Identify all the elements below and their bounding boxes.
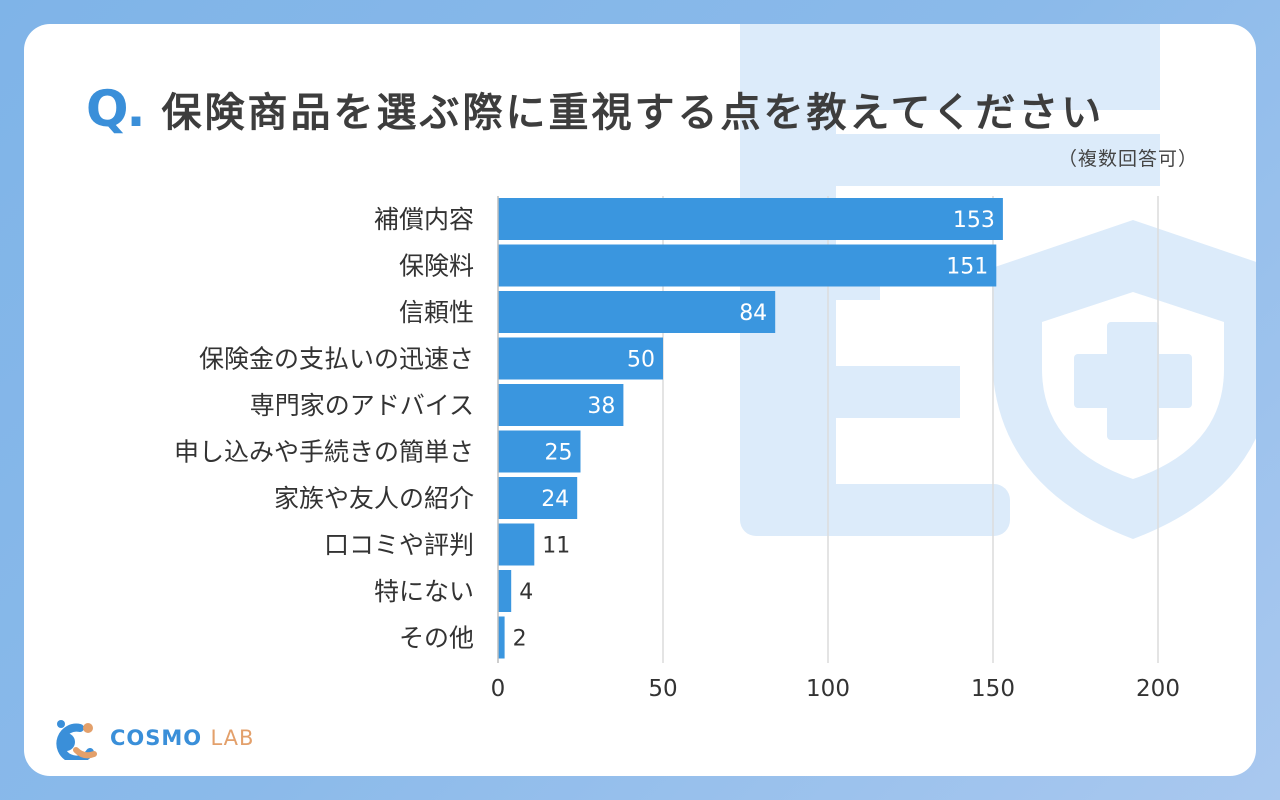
category-label: 申し込みや手続きの簡単さ	[174, 438, 474, 467]
data-label: 84	[739, 301, 767, 326]
data-label: 4	[519, 580, 533, 605]
x-tick-label: 100	[806, 676, 850, 702]
category-label: 信頼性	[399, 298, 474, 327]
logo-mark-icon	[56, 720, 97, 760]
bar	[498, 477, 578, 519]
data-label: 2	[513, 627, 527, 652]
bar	[498, 384, 624, 426]
category-label: 家族や友人の紹介	[274, 484, 474, 513]
category-label: 特にない	[374, 577, 474, 606]
bar	[498, 430, 581, 473]
data-label: 11	[542, 534, 570, 559]
bar	[498, 198, 1003, 240]
data-label: 24	[541, 487, 569, 512]
bar	[498, 291, 776, 333]
question-mark-label: Q.	[86, 80, 145, 138]
data-label: 50	[627, 348, 655, 373]
category-label: 保険料	[399, 252, 474, 281]
chart-card: Q. 保険商品を選ぶ際に重視する点を教えてください （複数回答可） 0 50 100…	[24, 24, 1256, 776]
title-row: Q. 保険商品を選ぶ際に重視する点を教えてください	[86, 80, 1104, 138]
chart-title: 保険商品を選ぶ際に重視する点を教えてください	[161, 90, 1105, 136]
x-tick-label: 150	[971, 676, 1015, 702]
bar	[498, 337, 663, 380]
bar	[498, 244, 997, 287]
data-label: 38	[587, 394, 615, 419]
bar	[498, 570, 512, 612]
bar	[498, 523, 535, 566]
bar	[498, 616, 505, 659]
cosmo-lab-logo: COSMO LAB	[50, 716, 254, 760]
chart-subtitle: （複数回答可）	[1057, 148, 1198, 170]
logo-main-text: COSMO	[110, 726, 203, 750]
document-shield-watermark	[740, 24, 1256, 539]
data-label: 153	[953, 208, 995, 233]
bar-chart: 0 50 100 150 200 補償内容 153 保険料 151 信頼性 84 保険金の支払いの迅速…	[174, 196, 1180, 702]
data-label: 25	[545, 441, 573, 466]
x-tick-label: 200	[1136, 676, 1180, 702]
x-tick-label: 50	[648, 676, 677, 702]
data-label: 151	[946, 255, 988, 280]
category-label: 保険金の支払いの迅速さ	[199, 345, 474, 374]
logo-wordmark: COSMO LAB	[110, 726, 254, 750]
logo-sub-text: LAB	[210, 726, 255, 750]
category-label: その他	[399, 624, 474, 653]
category-label: 補償内容	[374, 205, 474, 234]
x-tick-label: 0	[491, 676, 506, 702]
category-label: 専門家のアドバイス	[250, 391, 474, 420]
category-label: 口コミや評判	[324, 531, 474, 560]
